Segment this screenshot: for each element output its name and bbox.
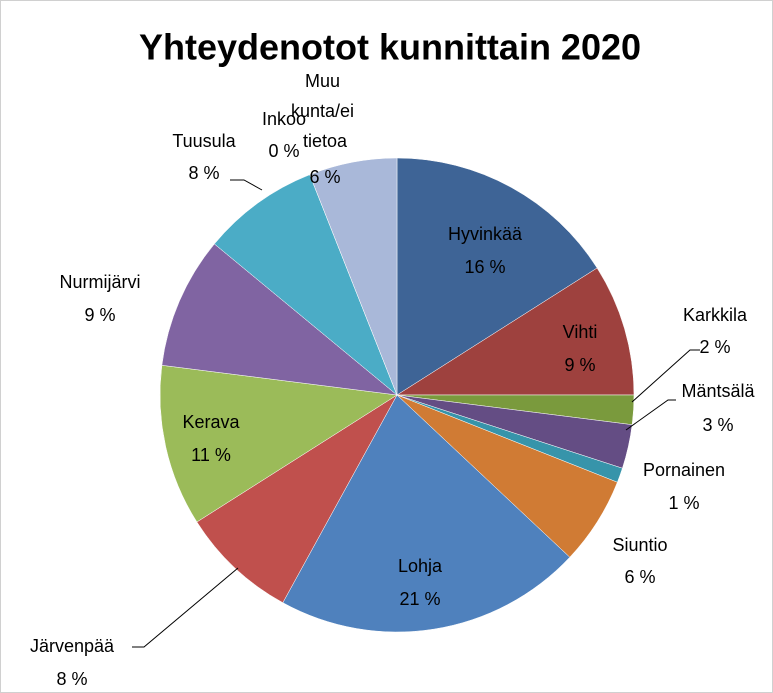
slice-label: Nurmijärvi — [60, 272, 141, 292]
slice-label: Lohja — [398, 556, 443, 576]
pie-slice — [196, 394, 398, 604]
slice-label: Siuntio — [612, 535, 667, 555]
slice-label: Mäntsälä — [681, 381, 755, 401]
slice-value-label: 0 % — [268, 141, 299, 161]
slice-label: Muu kunta/ei tietoa — [291, 71, 359, 151]
slice-value-label: 2 % — [699, 337, 730, 357]
slice-value-label: 8 % — [56, 669, 87, 689]
slice-label: Karkkila — [683, 305, 748, 325]
slice-value-label: 11 % — [191, 445, 231, 465]
slice-value-label: 6 % — [309, 167, 340, 187]
slice-value-label: 9 % — [84, 305, 115, 325]
slice-value-label: 1 % — [668, 493, 699, 513]
slice-value-label: 16 % — [464, 257, 505, 277]
leader-line — [132, 567, 239, 648]
slice-value-label: 3 % — [702, 415, 733, 435]
pie-slice — [282, 394, 571, 633]
slice-value-label: 9 % — [564, 355, 595, 375]
pie-slice — [159, 365, 398, 523]
pie-slice — [161, 243, 398, 396]
slice-value-label: 8 % — [188, 163, 219, 183]
pie-slice — [214, 174, 398, 396]
chart-title: Yhteydenotot kunnittain 2020 — [139, 27, 641, 68]
pie-slice — [396, 157, 598, 396]
pie-slice — [396, 267, 635, 396]
leader-line — [625, 399, 676, 431]
slice-label: Hyvinkää — [448, 224, 523, 244]
slice-label: Kerava — [182, 412, 240, 432]
slice-label: Järvenpää — [30, 636, 115, 656]
slice-label: Pornainen — [643, 460, 725, 480]
leader-line — [631, 349, 700, 403]
slice-label: Inkoo — [262, 109, 306, 129]
slice-label: Vihti — [563, 322, 598, 342]
pie-slice — [309, 157, 398, 396]
slice-value-label: 6 % — [624, 567, 655, 587]
leader-line — [230, 179, 263, 191]
slice-label: Tuusula — [172, 131, 236, 151]
slice-value-label: 21 % — [399, 589, 440, 609]
